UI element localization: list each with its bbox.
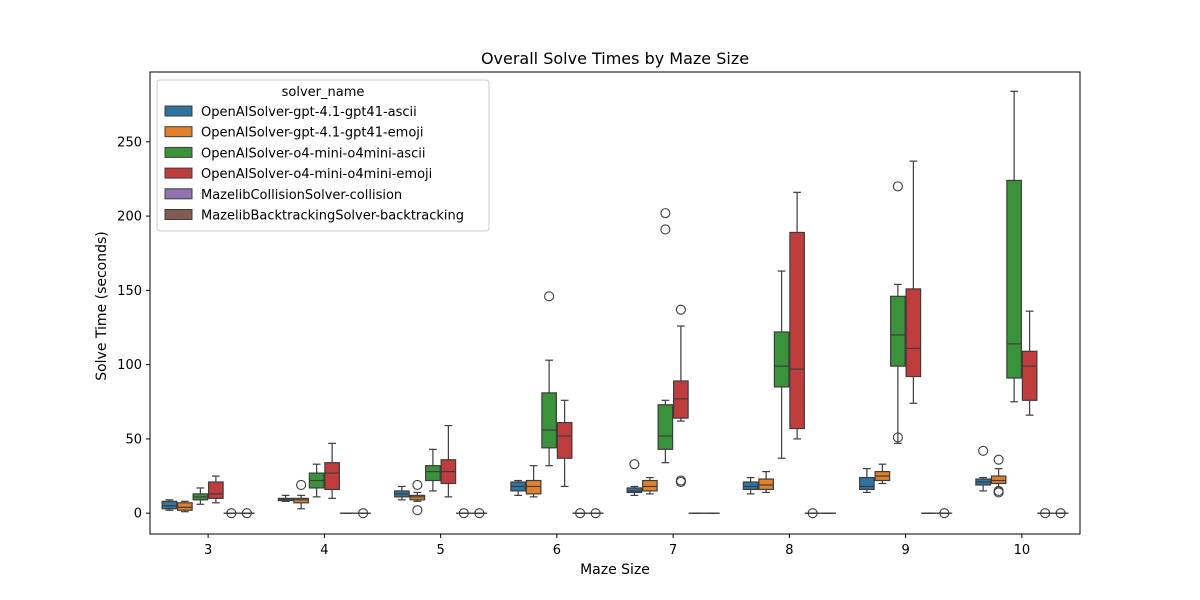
outlier-point	[993, 487, 1004, 498]
legend-swatch	[164, 126, 193, 138]
outlier-point	[675, 304, 686, 315]
x-axis-label: Maze Size	[580, 562, 650, 578]
y-tick-label: 250	[117, 135, 142, 150]
box	[208, 481, 224, 499]
outlier-point	[590, 508, 601, 519]
outlier-point	[1040, 508, 1051, 519]
legend-title: solver_name	[282, 85, 365, 100]
box	[177, 502, 193, 511]
box	[161, 500, 178, 510]
y-tick-label: 100	[117, 358, 142, 373]
legend-entry-label: OpenAISolver-gpt-4.1-gpt41-ascii	[201, 105, 417, 120]
box	[890, 295, 906, 367]
legend-swatch	[164, 167, 193, 179]
x-tick-label: 8	[785, 543, 793, 558]
box	[1006, 179, 1022, 379]
outlier-point	[412, 505, 423, 516]
outlier-point	[474, 508, 485, 519]
outlier-point	[892, 181, 903, 192]
outlier-point	[1055, 508, 1066, 519]
outlier-point	[660, 208, 671, 219]
outlier-point	[629, 459, 640, 470]
x-tick-label: 3	[204, 543, 212, 558]
box	[673, 380, 689, 419]
outlier-point	[993, 454, 1004, 465]
box	[905, 288, 922, 378]
box	[541, 392, 557, 449]
box	[556, 421, 573, 459]
x-tick-label: 5	[436, 543, 444, 558]
outlier-point	[544, 291, 555, 302]
x-tick-label: 9	[901, 543, 909, 558]
outlier-point	[296, 479, 307, 491]
x-tick-label: 4	[320, 543, 328, 558]
plot-frame	[149, 71, 1081, 535]
box	[859, 476, 875, 491]
chart-title: Overall Solve Times by Maze Size	[481, 49, 749, 68]
legend-swatch	[164, 188, 193, 200]
legend-entry-label: OpenAISolver-o4-mini-o4mini-emoji	[201, 167, 432, 182]
outlier-point	[241, 508, 252, 519]
outlier-point	[807, 508, 818, 519]
legend-swatch	[164, 209, 193, 220]
legend-frame	[156, 79, 490, 232]
legend-swatch	[164, 146, 193, 158]
outlier-point	[226, 508, 237, 519]
legend: solver_name OpenAISolver-gpt-4.1-gpt41-a…	[156, 79, 490, 232]
legend-entry-label: MazelibBacktrackingSolver-backtracking	[201, 209, 464, 224]
box	[1021, 350, 1038, 401]
box	[758, 478, 774, 491]
outlier-point	[892, 432, 903, 443]
box	[990, 475, 1007, 485]
outlier-point	[939, 508, 950, 519]
box	[324, 462, 340, 491]
x-tick-label: 6	[553, 543, 561, 558]
outlier-point	[458, 508, 469, 519]
outlier-point	[675, 476, 686, 488]
legend-entry-label: OpenAISolver-o4-mini-o4mini-ascii	[201, 146, 426, 161]
box	[742, 481, 759, 491]
legend-swatch	[164, 105, 193, 117]
legend-entry-label: OpenAISolver-gpt-4.1-gpt41-emoji	[201, 126, 424, 141]
x-tick-label: 10	[1014, 543, 1031, 558]
box	[626, 487, 643, 494]
y-tick-label: 150	[117, 284, 142, 299]
plot-area: 0 50 100 150 200 250 3 4 5 6 7 8 9 10	[117, 71, 1081, 558]
outlier-point	[978, 445, 989, 456]
outlier-point	[575, 508, 586, 519]
box	[425, 465, 441, 482]
box	[773, 331, 790, 388]
outlier-point	[412, 479, 423, 491]
outlier-point	[358, 508, 369, 519]
box	[657, 404, 674, 450]
box	[642, 479, 658, 492]
outlier-point	[660, 224, 671, 235]
y-tick-label: 200	[117, 210, 142, 225]
y-tick-label: 0	[134, 507, 142, 522]
box	[293, 497, 309, 504]
y-tick-label: 50	[125, 432, 142, 447]
legend-entry-label: MazelibCollisionSolver-collision	[201, 188, 402, 203]
box	[409, 494, 426, 501]
x-tick-label: 7	[669, 543, 677, 558]
y-axis-label: Solve Time (seconds)	[94, 231, 110, 381]
box	[789, 231, 805, 430]
box	[525, 479, 542, 495]
